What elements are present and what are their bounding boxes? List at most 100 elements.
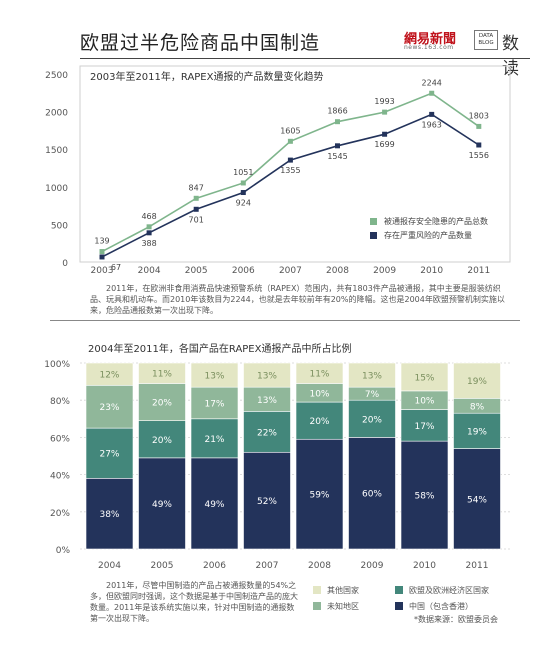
bar-chart-note: 2011年，尽管中国制造的产品占被通报数量的54%之多，但欧盟同时强调，这个数据…: [90, 581, 298, 623]
segment-label: 23%: [99, 403, 119, 413]
data-label: 468: [141, 212, 156, 221]
legend-swatch: [370, 218, 377, 225]
x-tick-label: 2007: [256, 561, 279, 571]
x-tick-label: 2006: [232, 266, 255, 276]
data-label: 701: [189, 215, 204, 224]
x-tick-label: 2006: [203, 561, 226, 571]
y-tick-label: 80%: [50, 397, 70, 407]
x-tick-label: 2004: [98, 561, 121, 571]
bar-segment-unknown: [243, 386, 291, 412]
bar-legend: 其他国家 未知地区 欧盟及欧洲经济区国家 中国（包含香港）: [313, 585, 523, 635]
segment-label: 13%: [362, 372, 382, 382]
bar-segment-eu: [295, 401, 344, 440]
bar-segment-eu: [243, 411, 291, 453]
line-chart-frame: [79, 65, 511, 263]
bar-segment-other: [453, 362, 501, 399]
legend-swatch-other: [313, 586, 321, 594]
data-label: 2244: [422, 78, 442, 87]
serious-point: [193, 206, 199, 212]
bar-segment-other: [243, 362, 291, 388]
segment-label: 22%: [257, 428, 277, 438]
data-label: 1051: [233, 168, 253, 177]
bar-segment-eu: [453, 412, 501, 449]
data-label: 1605: [280, 126, 300, 135]
x-tick-label: 2011: [466, 561, 489, 571]
bar-segment-unknown: [85, 385, 134, 429]
segment-label: 11%: [152, 370, 172, 380]
y-tick-label: 2500: [45, 71, 68, 81]
bar-segment-eu: [85, 427, 134, 479]
x-tick-label: 2009: [373, 266, 396, 276]
bar-segment-other: [190, 362, 239, 388]
legend-swatch: [370, 232, 377, 239]
total-point: [99, 249, 105, 255]
page-title: 欧盟过半危险商品中国制造: [80, 32, 321, 54]
bar-segment-other: [348, 362, 396, 388]
segment-label: 49%: [152, 500, 172, 510]
bar-segment-china: [348, 437, 396, 550]
bar-segment-eu: [138, 420, 186, 459]
data-label: 1866: [327, 107, 347, 116]
segment-label: 58%: [414, 492, 434, 502]
serious-point: [146, 230, 152, 236]
x-tick-label: 2011: [467, 266, 490, 276]
segment-label: 11%: [309, 370, 329, 380]
x-tick-label: 2009: [361, 561, 384, 571]
segment-label: 49%: [204, 500, 224, 510]
total-point: [287, 138, 293, 144]
segment-label: 59%: [309, 491, 329, 501]
serious-point: [476, 142, 482, 148]
total-point: [476, 123, 482, 129]
data-label: 847: [189, 183, 204, 192]
data-label: 1556: [469, 151, 489, 160]
data-label: 1545: [327, 152, 347, 161]
y-tick-label: 0%: [56, 546, 71, 556]
data-label: 1803: [469, 111, 489, 120]
bar-segment-unknown: [295, 383, 344, 403]
header-divider: [80, 58, 530, 59]
total-point: [429, 90, 435, 96]
data-label: 67: [111, 263, 121, 272]
y-tick-label: 1000: [45, 184, 68, 194]
bar-segment-other: [295, 362, 344, 384]
serious-point: [240, 190, 246, 196]
data-blog-logo: DATA BLOG: [474, 30, 498, 50]
data-label: 388: [141, 239, 156, 248]
bar-segment-china: [295, 438, 344, 550]
segment-label: 8%: [470, 402, 485, 412]
y-tick-label: 20%: [50, 509, 70, 519]
bar-segment-china: [400, 440, 449, 550]
y-tick-label: 1500: [45, 146, 68, 156]
segment-label: 27%: [99, 450, 119, 460]
bar-segment-unknown: [400, 390, 449, 410]
bar-segment-china: [243, 451, 291, 550]
legend-label-other: 其他国家: [327, 586, 359, 595]
data-label: 924: [236, 199, 251, 208]
serious-point: [382, 131, 388, 137]
segment-label: 17%: [414, 422, 434, 432]
bar-segment-unknown: [348, 386, 396, 401]
brand-box-line2: BLOG: [478, 40, 494, 46]
x-tick-label: 2008: [326, 266, 349, 276]
bar-segment-eu: [400, 409, 449, 442]
bar-segment-other: [138, 362, 186, 384]
segment-label: 54%: [467, 495, 487, 505]
legend-swatch-china: [395, 602, 403, 610]
x-tick-label: 2008: [308, 561, 331, 571]
legend-label: 存在严重风险的产品数量: [384, 230, 472, 240]
total-point: [335, 119, 340, 125]
y-tick-label: 500: [51, 221, 68, 231]
x-tick-label: 2010: [413, 561, 436, 571]
x-tick-label: 2005: [185, 266, 208, 276]
segment-label: 19%: [467, 427, 487, 437]
bar-chart-title: 2004年至2011年，各国产品在RAPEX通报产品中所占比例: [88, 342, 351, 355]
total-point: [382, 109, 388, 115]
y-tick-label: 0: [62, 259, 68, 269]
total-point: [146, 224, 152, 230]
y-tick-label: 40%: [50, 472, 70, 482]
brand-url: news.163.com: [404, 44, 454, 51]
bar-segment-eu: [190, 418, 239, 459]
segment-label: 13%: [204, 372, 224, 382]
segment-label: 13%: [257, 396, 277, 406]
segment-label: 19%: [467, 377, 487, 387]
